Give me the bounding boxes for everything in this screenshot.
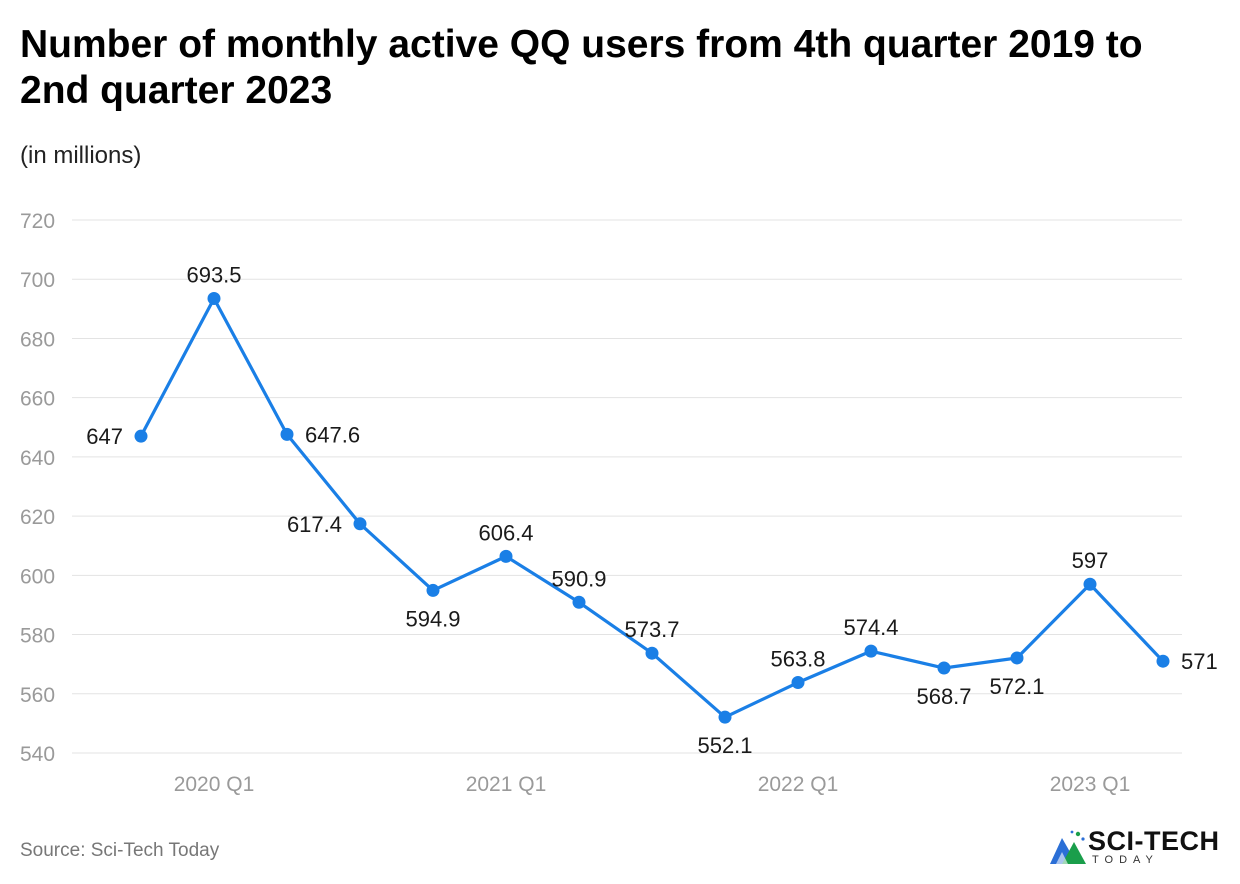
data-point <box>207 291 221 305</box>
y-tick-label: 540 <box>20 743 55 766</box>
data-label: 572.1 <box>989 674 1044 699</box>
data-label: 647.6 <box>305 422 360 447</box>
data-point <box>280 427 294 441</box>
data-label: 571 <box>1181 649 1218 674</box>
x-tick-label: 2023 Q1 <box>1050 773 1131 796</box>
data-label: 647 <box>86 424 123 449</box>
y-tick-label: 560 <box>20 684 55 707</box>
y-tick-label: 660 <box>20 388 55 411</box>
data-point <box>134 429 148 443</box>
data-label: 590.9 <box>551 566 606 591</box>
data-label: 568.7 <box>916 684 971 709</box>
logo-icon <box>1050 830 1086 864</box>
data-point <box>791 676 805 690</box>
data-label: 693.5 <box>186 262 241 287</box>
logo-subtext: TODAY <box>1092 854 1159 866</box>
data-point <box>937 661 951 675</box>
y-tick-label: 720 <box>20 210 55 233</box>
data-point <box>718 710 732 724</box>
data-point <box>499 549 513 563</box>
data-point <box>353 517 367 531</box>
y-tick-label: 640 <box>20 447 55 470</box>
y-tick-label: 620 <box>20 506 55 529</box>
data-point <box>1156 654 1170 668</box>
sci-tech-logo: SCI-TECH TODAY <box>1048 826 1228 870</box>
data-point <box>572 595 586 609</box>
y-tick-label: 700 <box>20 269 55 292</box>
data-label: 597 <box>1072 548 1109 573</box>
data-label: 606.4 <box>478 520 533 545</box>
data-point <box>864 644 878 658</box>
x-tick-label: 2020 Q1 <box>174 773 255 796</box>
data-label: 552.1 <box>697 733 752 758</box>
data-point <box>426 583 440 597</box>
data-point <box>1083 577 1097 591</box>
source-note: Source: Sci-Tech Today <box>20 840 220 861</box>
data-point <box>1010 651 1024 665</box>
y-tick-label: 680 <box>20 328 55 351</box>
x-tick-label: 2021 Q1 <box>466 773 547 796</box>
chart-title: Number of monthly active QQ users from 4… <box>20 23 1143 112</box>
data-label: 573.7 <box>624 617 679 642</box>
data-label: 563.8 <box>770 647 825 672</box>
x-tick-label: 2022 Q1 <box>758 773 839 796</box>
data-label: 594.9 <box>405 606 460 631</box>
data-point <box>645 646 659 660</box>
y-tick-label: 600 <box>20 565 55 588</box>
data-label: 574.4 <box>843 615 898 640</box>
y-tick-label: 580 <box>20 625 55 648</box>
logo-name: SCI-TECH <box>1088 826 1220 856</box>
chart-subtitle: (in millions) <box>20 142 142 169</box>
data-label: 617.4 <box>287 512 342 537</box>
